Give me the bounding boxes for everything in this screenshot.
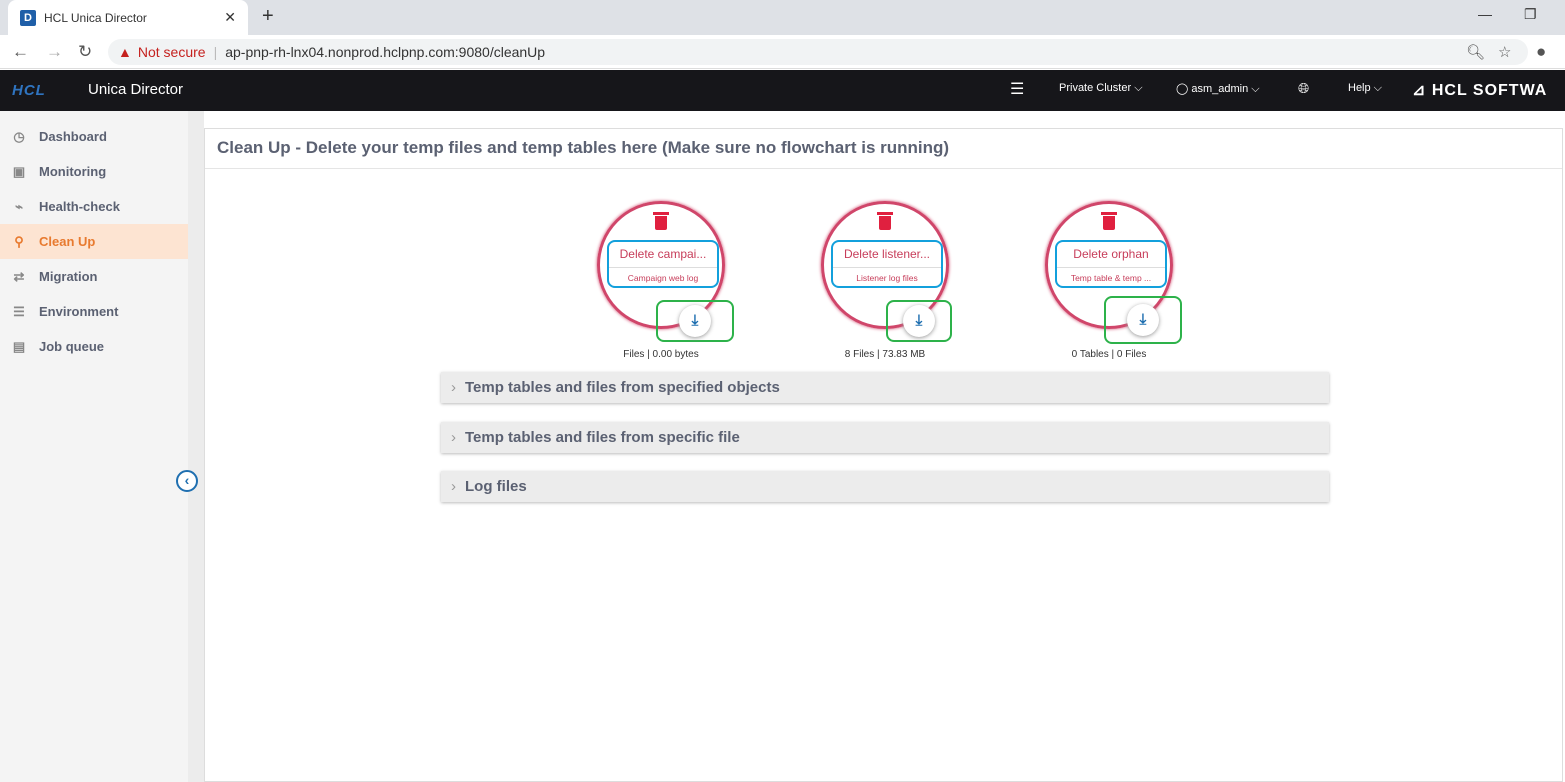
user-label: asm_admin: [1191, 83, 1249, 95]
list-icon: ▤: [12, 338, 26, 354]
warning-icon: ▲: [118, 44, 132, 60]
cleanup-card-campaign: Delete campai... Campaign web log ⤓ Files…: [596, 201, 734, 360]
sliders-icon: ☰: [13, 303, 25, 319]
delete-campaign-button[interactable]: Delete campai... Campaign web log ⤓: [597, 201, 734, 342]
collapse-sidebar-button[interactable]: ‹: [176, 470, 198, 492]
sidebar-item-dashboard[interactable]: ◷ Dashboard: [0, 119, 188, 154]
browser-tab[interactable]: D HCL Unica Director ✕: [8, 0, 248, 35]
url-input[interactable]: ▲ Not secure | ap-pnp-rh-lnx04.nonprod.h…: [108, 39, 1528, 65]
user-icon: ◯: [1176, 83, 1189, 95]
url-text: ap-pnp-rh-lnx04.nonprod.hclpnp.com:9080/…: [225, 44, 546, 60]
chevron-right-icon: ›: [451, 429, 456, 446]
sidebar-item-monitoring[interactable]: ▣ Monitoring: [0, 154, 188, 189]
accordion-specified-objects[interactable]: › Temp tables and files from specified ob…: [441, 372, 1329, 403]
swap-icon: ⇄: [13, 268, 25, 284]
cluster-dropdown[interactable]: Private Cluster ⌵: [1059, 82, 1143, 94]
page-title: Clean Up - Delete your temp files and te…: [205, 129, 1562, 169]
globe-icon[interactable]: 🌐︎: [1298, 80, 1310, 96]
browser-tab-bar: D HCL Unica Director ✕ + — ❐: [0, 0, 1565, 35]
minimize-icon[interactable]: —: [1478, 6, 1492, 22]
card-stats: Files | 0.00 bytes: [623, 349, 699, 360]
restore-icon[interactable]: ❐: [1524, 6, 1537, 22]
close-tab-icon[interactable]: ✕: [224, 9, 236, 25]
sidebar-item-environment[interactable]: ☰ Environment: [0, 294, 188, 329]
download-icon[interactable]: ⤓: [679, 305, 711, 337]
sidebar-item-job-queue[interactable]: ▤ Job queue: [0, 329, 188, 364]
star-icon[interactable]: ☆: [1498, 44, 1512, 61]
back-icon[interactable]: ←: [12, 42, 29, 61]
trash-icon: [1101, 212, 1117, 230]
address-bar: ← → ↻ ▲ Not secure | ap-pnp-rh-lnx04.non…: [0, 35, 1565, 69]
card-stats: 8 Files | 73.83 MB: [844, 349, 926, 360]
cleanup-card-listener: Delete listener... Listener log files ⤓ 8…: [820, 201, 952, 360]
favicon: D: [20, 9, 36, 26]
trash-icon: [877, 212, 893, 230]
tab-title: HCL Unica Director: [44, 10, 147, 25]
accordion-log-files[interactable]: › Log files: [441, 471, 1329, 502]
download-icon[interactable]: ⤓: [903, 305, 935, 337]
sidebar-item-migration[interactable]: ⇄ Migration: [0, 259, 188, 294]
menu-icon[interactable]: ☰: [1010, 81, 1025, 98]
hcl-logo: HCL: [12, 82, 46, 99]
user-dropdown[interactable]: ◯ asm_admin ⌵: [1176, 83, 1260, 95]
clock-icon: ◷: [13, 128, 25, 144]
app-name: Unica Director: [88, 81, 184, 98]
profile-icon[interactable]: ●: [1536, 42, 1547, 61]
cleanup-card-orphan: Delete orphan Temp table & temp ... ⤓ 0 T…: [1044, 201, 1182, 360]
reload-icon[interactable]: ↻: [78, 42, 93, 61]
card-stats: 0 Tables | 0 Files: [1071, 349, 1147, 360]
delete-listener-button[interactable]: Delete listener... Listener log files ⤓: [821, 201, 952, 342]
download-icon[interactable]: ⤓: [1127, 304, 1159, 336]
new-tab-icon[interactable]: +: [262, 5, 274, 27]
monitor-icon: ▣: [12, 163, 26, 179]
sidebar-item-clean-up[interactable]: ⚲ Clean Up: [0, 224, 188, 259]
trash-icon: [653, 212, 669, 230]
chevron-right-icon: ›: [451, 478, 456, 495]
forward-icon[interactable]: →: [46, 42, 63, 61]
delete-orphan-button[interactable]: Delete orphan Temp table & temp ... ⤓: [1045, 201, 1182, 344]
not-secure-label: Not secure: [137, 44, 206, 60]
hcl-software-logo: ⊿ HCL SOFTWA: [1412, 82, 1548, 99]
broom-icon: ⚲: [14, 233, 24, 249]
main-panel: Clean Up - Delete your temp files and te…: [204, 128, 1563, 782]
app-header: HCL Unica Director ☰ Private Cluster ⌵ ◯…: [0, 70, 1565, 111]
zoom-icon[interactable]: 🔍︎: [1466, 44, 1486, 61]
accordion-specific-file[interactable]: › Temp tables and files from specific fil…: [441, 422, 1329, 453]
pulse-icon: ⌁: [15, 198, 23, 214]
chevron-right-icon: ›: [451, 379, 456, 396]
help-dropdown[interactable]: Help ⌵: [1348, 82, 1383, 94]
sidebar-item-health-check[interactable]: ⌁ Health-check: [0, 189, 188, 224]
sidebar: ◷ Dashboard ▣ Monitoring ⌁ Health-check ⚲ Cl…: [0, 111, 188, 782]
cluster-label: Private Cluster: [1059, 82, 1132, 94]
help-label: Help: [1348, 82, 1371, 94]
